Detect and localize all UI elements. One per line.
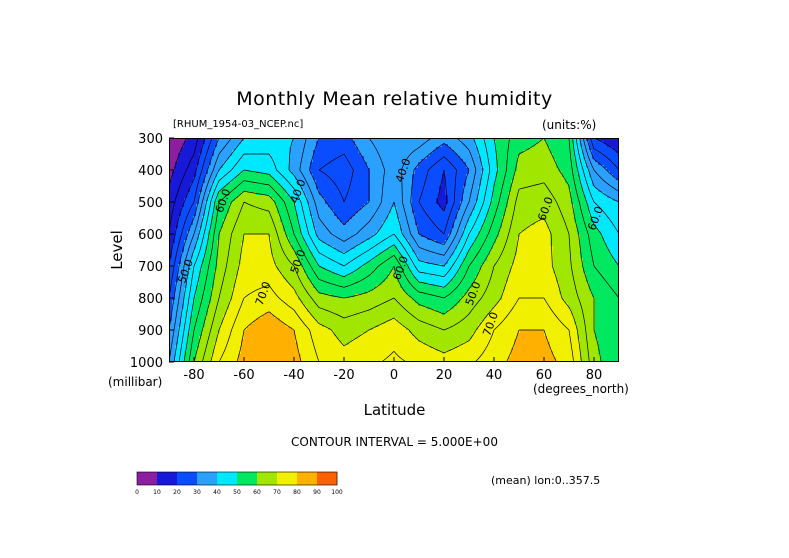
y-tick-label: 1000 xyxy=(130,356,163,371)
x-tick-label: 80 xyxy=(586,368,603,383)
x-tick-label: 20 xyxy=(436,368,453,383)
colorbar-swatch xyxy=(157,472,178,485)
y-tick-label: 800 xyxy=(138,292,163,307)
contour-interval-label: CONTOUR INTERVAL = 5.000E+00 xyxy=(291,435,498,449)
x-tick-label: -80 xyxy=(183,368,204,383)
file-label: [RHUM_1954-03_NCEP.nc] xyxy=(173,119,304,130)
y-tick-label: 700 xyxy=(138,260,163,275)
colorbar-label: 20 xyxy=(173,489,181,496)
colorbar-swatch xyxy=(217,472,238,485)
y-tick-label: 500 xyxy=(138,196,163,211)
colorbar-label: 90 xyxy=(313,489,321,496)
y-tick-label: 600 xyxy=(138,228,163,243)
colorbar-label: 50 xyxy=(233,489,241,496)
y-tick-label: 400 xyxy=(138,164,163,179)
colorbar-swatch xyxy=(197,472,218,485)
colorbar-label: 60 xyxy=(253,489,261,496)
y-tick-label: 900 xyxy=(138,324,163,339)
colorbar-label: 10 xyxy=(153,489,161,496)
contour-lines xyxy=(169,138,619,362)
x-tick-label: -40 xyxy=(283,368,304,383)
colorbar-swatch xyxy=(137,472,158,485)
x-tick-label: -20 xyxy=(333,368,354,383)
colorbar-swatch xyxy=(317,472,338,485)
colorbar-swatch xyxy=(277,472,298,485)
x-tick-label: 60 xyxy=(536,368,553,383)
y-axis-unit: (millibar) xyxy=(108,375,163,389)
colorbar-swatch xyxy=(297,472,318,485)
y-tick-label: 300 xyxy=(138,132,163,147)
colorbar-label: 100 xyxy=(331,489,343,496)
colorbar-label: 30 xyxy=(193,489,201,496)
colorbar-label: 0 xyxy=(135,489,139,496)
colorbar-label: 70 xyxy=(273,489,281,496)
x-tick-label: 0 xyxy=(390,368,398,383)
colorbar-swatch xyxy=(237,472,258,485)
x-tick-label: 40 xyxy=(486,368,503,383)
colorbar-swatch xyxy=(257,472,278,485)
chart-title: Monthly Mean relative humidity xyxy=(236,88,553,110)
colorbar-label: 40 xyxy=(213,489,221,496)
y-axis-label: Level xyxy=(108,230,126,270)
x-tick-label: -60 xyxy=(233,368,254,383)
x-axis-label: Latitude xyxy=(363,401,426,419)
colorbar-swatch xyxy=(177,472,198,485)
colorbar-label: 80 xyxy=(293,489,301,496)
x-axis-unit: (degrees_north) xyxy=(533,382,629,396)
units-label: (units:%) xyxy=(542,118,597,132)
mean-info-label: (mean) lon:0..357.5 xyxy=(491,474,601,487)
